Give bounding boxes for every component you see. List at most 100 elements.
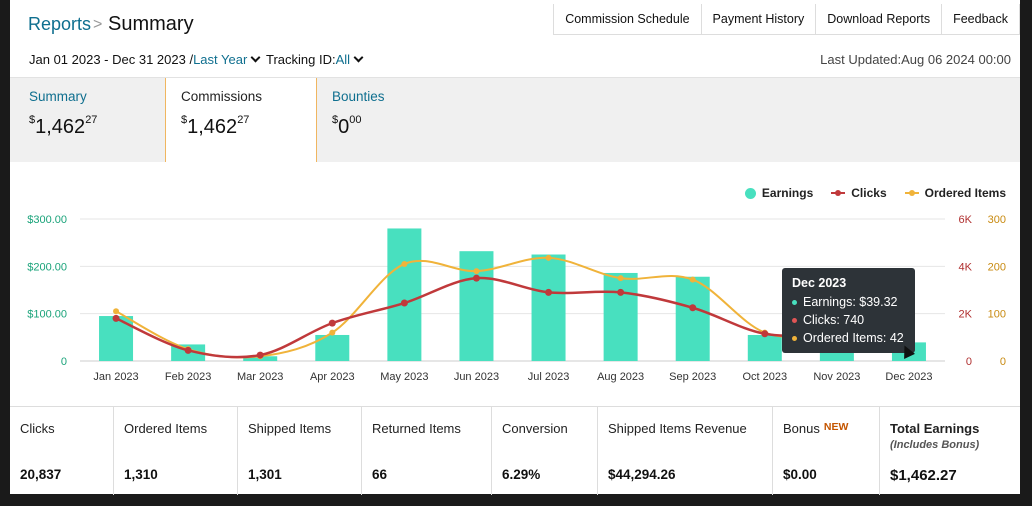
tab-summary-value: $1,46227 [29,114,98,138]
y-right-ordered-tick: 300 [988,214,1006,226]
stat-total-earnings: Total Earnings (Includes Bonus) $1,462.27 [880,407,1020,495]
x-axis-tick: May 2023 [380,371,428,383]
x-axis-tick: Feb 2023 [165,371,211,383]
tooltip-row-clicks: Clicks: 740 [792,313,905,327]
y-right-ordered-tick: 100 [988,309,1006,321]
chart-svg: 0 0 0 $100.00 2K 100 $200.00 4K 200 $300.00 6K 300 J… [27,214,1006,383]
tracking-id-label: Tracking ID: [266,52,336,67]
stat-label: Returned Items [372,421,461,436]
y-left-tick: 0 [61,356,67,368]
top-links: Commission Schedule Payment History Down… [553,4,1020,35]
stat-bonus: Bonus NEW $0.00 [773,407,880,495]
x-axis-tick: Dec 2023 [885,371,932,383]
last-updated-text: Last Updated:Aug 06 2024 00:00 [820,52,1011,67]
stat-clicks: Clicks 20,837 [10,407,114,495]
tooltip-clicks-text: Clicks: 740 [803,313,865,327]
ordered-items-point [545,254,552,261]
clicks-point [112,314,120,322]
reports-page: Reports > Summary Commission Schedule Pa… [10,0,1020,495]
x-axis-tick: Apr 2023 [310,371,355,383]
x-axis-tick: Jan 2023 [93,371,138,383]
bonus-label: Bonus [783,421,820,436]
clicks-point [328,319,336,327]
filter-bar: Jan 01 2023 - Dec 31 2023 /Last Year Tra… [10,44,1020,74]
stat-label: Bonus NEW [773,421,879,436]
stat-value: 1,310 [124,467,158,482]
legend-ordered-items[interactable]: Ordered Items [904,186,1006,200]
tracking-id-selector[interactable]: Tracking ID:All [266,52,364,67]
page-header: Reports > Summary Commission Schedule Pa… [10,0,1020,44]
clicks-point [400,299,408,307]
date-preset-value[interactable]: Last Year [193,52,248,67]
y-left-tick: $300.00 [27,214,67,226]
stat-label: Total Earnings (Includes Bonus) [880,421,1020,451]
stats-bar: Clicks 20,837 Ordered Items 1,310 Shippe… [10,406,1020,495]
chevron-down-icon[interactable] [250,52,261,63]
legend-earnings[interactable]: Earnings [744,186,814,200]
ordered-items-point [401,260,408,267]
stat-value: 6.29% [502,467,541,482]
earnings-bar [99,316,134,361]
clicks-dot-icon [792,317,797,323]
stat-value: 66 [372,467,388,482]
ordered-items-point [473,268,480,275]
summary-tabs: Summary $1,46227 Commissions $1,46227 Bo… [10,77,1020,179]
chevron-down-icon[interactable] [353,52,364,63]
stat-value: 20,837 [20,467,62,482]
earnings-bar [531,254,566,361]
tab-summary-label[interactable]: Summary [29,89,87,104]
download-reports-link[interactable]: Download Reports [816,4,943,34]
commission-schedule-link[interactable]: Commission Schedule [554,4,702,34]
ordered-items-point [617,275,624,282]
clicks-point [689,304,697,312]
clicks-line [115,276,910,359]
x-axis-tick: Sep 2023 [669,371,716,383]
stat-label: Conversion [502,421,568,436]
earnings-chart: 0 0 0 $100.00 2K 100 $200.00 4K 200 $300.00 6K 300 J… [10,162,1020,406]
clicks-point [617,288,625,296]
x-axis-tick: Oct 2023 [742,371,787,383]
stat-label: Ordered Items [124,421,208,436]
earnings-bar [387,228,422,361]
earnings-dot-icon [792,299,797,305]
x-axis-tick: Jun 2023 [454,371,499,383]
stat-value: 1,301 [248,467,282,482]
earnings-bar [459,251,494,361]
legend-clicks[interactable]: Clicks [831,186,887,200]
date-range-selector[interactable]: Jan 01 2023 - Dec 31 2023 /Last Year [29,52,261,67]
y-left-tick: $200.00 [27,261,67,273]
clicks-point [256,351,264,359]
tab-commissions-label[interactable]: Commissions [181,89,263,104]
earnings-dot-icon [744,187,756,199]
feedback-link[interactable]: Feedback [942,4,1020,34]
stat-value: $0.00 [783,467,817,482]
x-axis-tick: Aug 2023 [597,371,644,383]
stat-shipped-revenue: Shipped Items Revenue $44,294.26 [598,407,773,495]
y-right-clicks-tick: 6K [959,214,973,226]
y-left-tick: $100.00 [27,309,67,321]
tab-commissions[interactable]: Commissions $1,46227 [165,78,317,179]
tooltip-earnings-text: Earnings: $39.32 [803,295,898,309]
new-badge: NEW [823,421,849,433]
y-right-clicks-tick: 2K [959,309,973,321]
legend-ordered-label: Ordered Items [924,186,1006,200]
x-axis-tick: Nov 2023 [813,371,860,383]
earnings-bar [675,276,710,361]
tracking-id-value[interactable]: All [335,52,351,67]
chart-tooltip: Dec 2023 Earnings: $39.32 Clicks: 740 Or… [782,268,915,353]
tab-bounties-label[interactable]: Bounties [332,89,385,104]
x-axis-tick: Mar 2023 [237,371,283,383]
tooltip-title: Dec 2023 [792,276,847,290]
y-right-ordered-tick: 200 [988,261,1006,273]
breadcrumb-reports-link[interactable]: Reports [28,14,92,34]
ordered-items-point [689,276,696,283]
payment-history-link[interactable]: Payment History [702,4,817,34]
y-right-clicks-tick: 0 [966,356,972,368]
stat-label: Shipped Items [248,421,332,436]
date-range-text: Jan 01 2023 - Dec 31 2023 / [29,52,194,67]
stat-ordered-items: Ordered Items 1,310 [114,407,238,495]
clicks-point [761,330,769,338]
stat-label: Shipped Items Revenue [608,421,747,436]
stat-value: $1,462.27 [890,467,957,484]
legend-earnings-label: Earnings [761,186,814,200]
